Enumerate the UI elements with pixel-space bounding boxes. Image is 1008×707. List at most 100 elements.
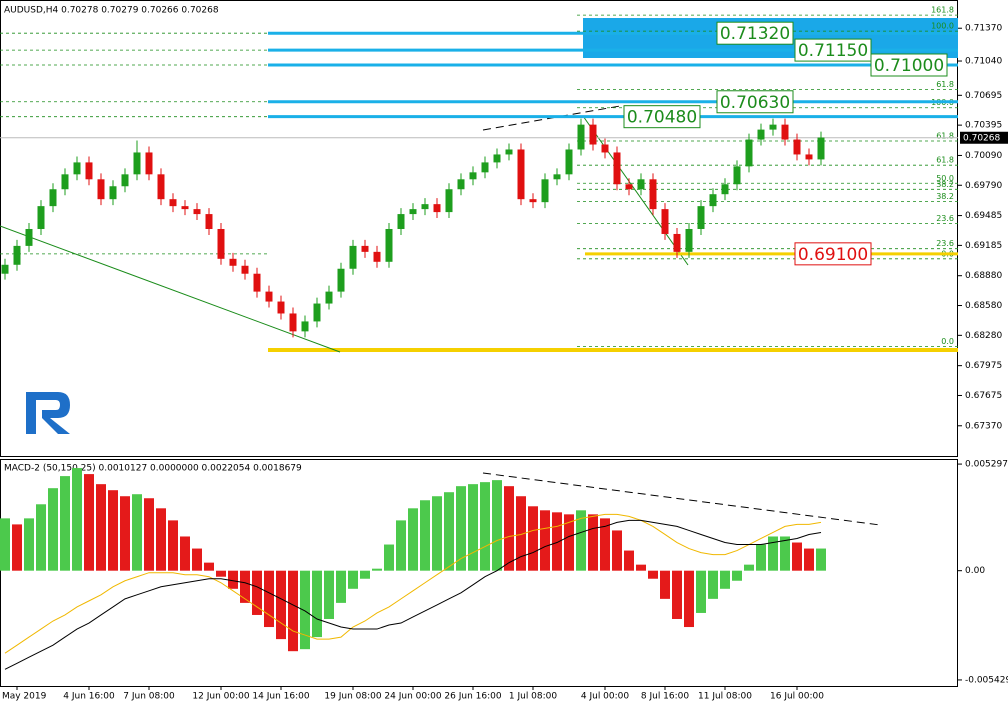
candle-body (193, 209, 201, 215)
x-tick-label: 11 Jul 08:00 (698, 692, 752, 702)
macd-bar (804, 548, 814, 571)
candle-body (529, 199, 537, 203)
x-tick-label: 1 Jul 08:00 (509, 692, 558, 702)
candle-body (781, 124, 789, 140)
y-tick-label: 0.70090 (965, 151, 1002, 161)
macd-bar (360, 570, 370, 579)
candle-body (49, 189, 57, 207)
candle-body (565, 149, 573, 175)
x-tick-label: 19 Jun 08:00 (324, 692, 381, 702)
fib-label: 23.6 (936, 239, 954, 248)
candle-body (145, 152, 153, 175)
macd-bar (432, 496, 442, 571)
y-tick-label: 0.68280 (965, 331, 1002, 341)
y-tick-label: 0.69485 (965, 211, 1002, 221)
level-label: 0.71320 (720, 24, 790, 44)
candle-body (265, 291, 273, 302)
candle-body (601, 144, 609, 153)
fib-label: 161.8 (931, 6, 954, 15)
candle-body (73, 162, 81, 175)
y-tick-label: 0.70695 (965, 91, 1002, 101)
level-label: 0.70480 (627, 108, 697, 128)
macd-bar (444, 492, 454, 571)
candle-body (313, 303, 321, 322)
macd-bar (588, 514, 598, 571)
x-tick-label: 14 Jun 16:00 (252, 692, 309, 702)
fib-label: 50.0 (936, 174, 954, 183)
candle-body (121, 174, 129, 187)
macd-bar (132, 494, 142, 571)
candle-body (325, 291, 333, 304)
level-label: 0.70630 (720, 93, 790, 113)
macd-bar (528, 506, 538, 571)
fib-label: 61.8 (936, 132, 954, 141)
candle-body (733, 166, 741, 185)
x-tick-label: 24 Jun 00:00 (384, 692, 441, 702)
candle-body (301, 321, 309, 332)
candle-body (25, 228, 33, 246)
y-tick-label: 0.67370 (965, 421, 1002, 431)
candle-body (493, 154, 501, 163)
trend-line (582, 115, 689, 266)
macd-bar (180, 536, 190, 571)
level-box (716, 90, 794, 114)
level-box (870, 53, 948, 77)
candle-body (373, 251, 381, 262)
candle-body (385, 228, 393, 262)
candle-body (697, 206, 705, 229)
candle-body (721, 184, 729, 195)
macd-bar (456, 486, 466, 571)
candle-body (433, 204, 441, 213)
candle-body (709, 194, 717, 207)
candle-body (85, 162, 93, 180)
macd-bar (24, 518, 34, 571)
x-tick-label: 4 Jul 00:00 (581, 692, 630, 702)
macd-bar (144, 498, 154, 571)
y-tick-label: 0.00 (965, 566, 985, 576)
candle-body (253, 273, 261, 292)
candle-body (769, 124, 777, 130)
level-label: 0.69100 (798, 245, 868, 265)
trend-line (0, 225, 341, 353)
candle-body (169, 199, 177, 207)
macd-bar (168, 520, 178, 571)
macd-bar (0, 518, 10, 571)
x-tick-label: 7 Jun 08:00 (123, 692, 175, 702)
candle-body (625, 184, 633, 190)
candle-body (1, 264, 9, 274)
macd-bar (684, 570, 694, 628)
level-box (623, 105, 701, 129)
macd-bar (576, 510, 586, 571)
macd-bar (60, 476, 70, 571)
macd-bar (48, 488, 58, 571)
macd-bar (192, 548, 202, 571)
candle-body (133, 152, 141, 175)
candle-body (409, 209, 417, 215)
main-frame (0, 0, 958, 457)
macd-bar (228, 570, 238, 589)
macd-bar (264, 570, 274, 628)
x-tick-label: 26 Jun 16:00 (444, 692, 501, 702)
macd-bar (396, 520, 406, 571)
macd-bar (408, 508, 418, 571)
macd-bar (468, 484, 478, 571)
macd-bar (816, 548, 826, 571)
candle-body (793, 139, 801, 155)
x-tick-label: 31 May 2019 (0, 692, 47, 702)
x-tick-label: 4 Jun 16:00 (63, 692, 115, 702)
level-box (716, 21, 794, 45)
macd-line (4, 513, 822, 654)
candle-body (673, 233, 681, 252)
level-box (794, 242, 872, 266)
macd-bar (348, 570, 358, 589)
candle-body (517, 149, 525, 200)
macd-bar (564, 514, 574, 571)
macd-bar (36, 504, 46, 571)
macd-bar (216, 570, 226, 577)
y-tick-label: 0.69790 (965, 181, 1002, 191)
macd-bar (492, 480, 502, 571)
fib-label: 61.8 (936, 80, 954, 89)
macd-bar (504, 486, 514, 571)
macd-bar (732, 570, 742, 581)
